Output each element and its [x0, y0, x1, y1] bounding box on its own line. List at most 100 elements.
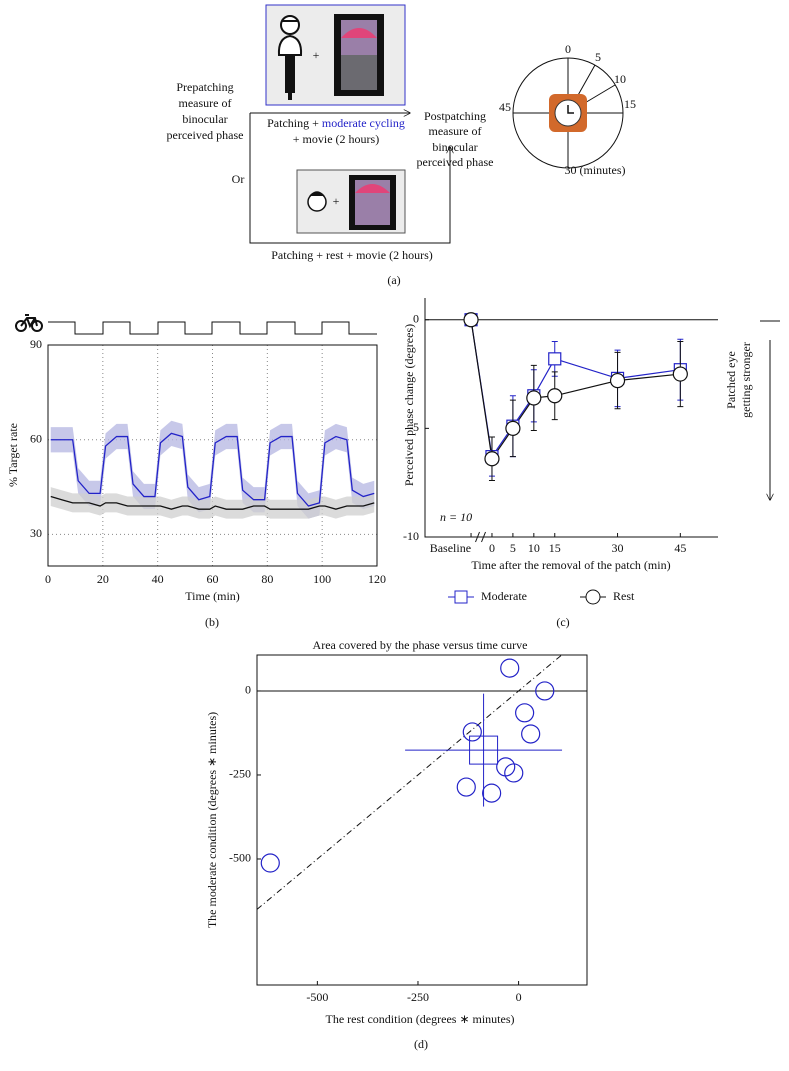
- marker: [526, 390, 542, 406]
- y-axis-label: Perceived phase change (degrees): [402, 324, 416, 486]
- x-tick-label: 5: [510, 541, 516, 555]
- marker: [505, 420, 521, 436]
- y-tick-label: 0: [413, 311, 419, 325]
- x-tick-label: 60: [207, 572, 219, 586]
- line: [50, 495, 375, 510]
- mean-marker: [469, 735, 499, 765]
- post-label: perceived phase: [417, 155, 494, 169]
- point: [456, 777, 476, 797]
- x-axis-label: Time (min): [185, 589, 240, 603]
- clock-label: 10: [614, 72, 626, 86]
- x-tick-label: -250: [407, 990, 429, 1004]
- panel-a: + + Prepatching measure of binocular per…: [167, 4, 636, 287]
- y-axis-label: % Target rate: [6, 423, 20, 487]
- axis-line: [424, 298, 718, 538]
- clock-label: 5: [595, 50, 601, 64]
- x-tick-label: 45: [674, 541, 686, 555]
- marker: [548, 352, 562, 366]
- clock: [512, 57, 624, 169]
- legend-label: Moderate: [481, 589, 527, 603]
- x-tick-label: 120: [368, 572, 386, 586]
- clock-label: 30 (minutes): [565, 163, 626, 177]
- plus-sign: +: [333, 194, 340, 208]
- clock-label: 15: [624, 97, 636, 111]
- marker: [484, 451, 500, 467]
- marker: [609, 372, 626, 389]
- pre-label: perceived phase: [167, 128, 244, 142]
- point: [500, 658, 520, 678]
- y-tick-label: -10: [403, 529, 419, 543]
- point: [504, 763, 524, 783]
- y-tick-label: -500: [229, 851, 251, 865]
- panel-label: (a): [387, 273, 400, 287]
- x-tick-label: 100: [313, 572, 331, 586]
- x-axis-label: Time after the removal of the patch (min…: [471, 558, 670, 572]
- x-tick-label: 0: [45, 572, 51, 586]
- clock-label: 45: [499, 100, 511, 114]
- point: [515, 703, 535, 723]
- side-note: Patched eye: [724, 351, 738, 409]
- clock-label: 0: [565, 42, 571, 56]
- legend-marker: [454, 590, 468, 604]
- x-tick-label: 0: [489, 541, 495, 555]
- line: [470, 319, 681, 459]
- pre-label: Prepatching: [176, 80, 233, 94]
- caption-highlight: moderate cycling: [322, 116, 405, 130]
- annotation: n = 10: [440, 510, 472, 524]
- plus-sign: +: [313, 48, 320, 62]
- x-tick-label: 20: [97, 572, 109, 586]
- y-tick-label: 30: [30, 526, 42, 540]
- y-tick-label: -250: [229, 767, 251, 781]
- line: [470, 319, 681, 461]
- marker: [547, 388, 563, 404]
- y-tick-label: -5: [409, 420, 419, 434]
- x-tick-label: -500: [306, 990, 328, 1004]
- panel-label: (c): [556, 615, 569, 629]
- x-tick-label: 30: [612, 541, 624, 555]
- face-icon: [307, 191, 327, 212]
- x-tick-label: 40: [152, 572, 164, 586]
- cycling-caption: + movie (2 hours): [293, 132, 379, 146]
- legend-label: Rest: [613, 589, 635, 603]
- x-tick-label: 15: [549, 541, 561, 555]
- side-note: getting stronger: [739, 342, 753, 418]
- x-tick-label: 0: [516, 990, 522, 1004]
- legend-marker: [585, 589, 601, 605]
- plot-frame: [256, 654, 588, 986]
- identity-line: [256, 654, 562, 910]
- cycling-schedule: [15, 314, 377, 335]
- post-label: Postpatching: [424, 109, 486, 123]
- panel-label: (d): [414, 1037, 428, 1051]
- marker: [463, 312, 479, 328]
- cycling-caption: Patching + moderate cycling: [267, 116, 405, 130]
- y-tick-label: 90: [30, 337, 42, 351]
- pre-label: measure of: [179, 96, 232, 110]
- error-band: [50, 487, 375, 519]
- x-axis-label: The rest condition (degrees ∗ minutes): [326, 1012, 515, 1026]
- x-tick-label: Baseline: [430, 541, 471, 555]
- point: [260, 853, 280, 873]
- point: [462, 722, 482, 742]
- caption-part: Patching +: [267, 116, 322, 130]
- point: [482, 783, 502, 803]
- or-label: Or: [232, 172, 245, 186]
- plot-frame: [47, 344, 378, 567]
- point: [521, 724, 541, 744]
- film-strip: [349, 175, 396, 230]
- y-axis-label: The moderate condition (degrees ∗ minute…: [205, 712, 219, 928]
- x-tick-label: 80: [261, 572, 273, 586]
- marker: [672, 366, 688, 382]
- post-label: measure of: [429, 124, 482, 138]
- y-tick-label: 0: [245, 683, 251, 697]
- y-tick-label: 60: [30, 431, 42, 445]
- post-label: binocular: [432, 140, 477, 154]
- chart-title: Area covered by the phase versus time cu…: [313, 638, 528, 652]
- film-strip: [334, 14, 384, 96]
- point: [496, 757, 516, 777]
- line: [50, 432, 375, 507]
- panel-label: (b): [205, 615, 219, 629]
- point: [535, 681, 555, 701]
- axis-break: [475, 531, 486, 543]
- rest-caption: Patching + rest + movie (2 hours): [271, 248, 433, 262]
